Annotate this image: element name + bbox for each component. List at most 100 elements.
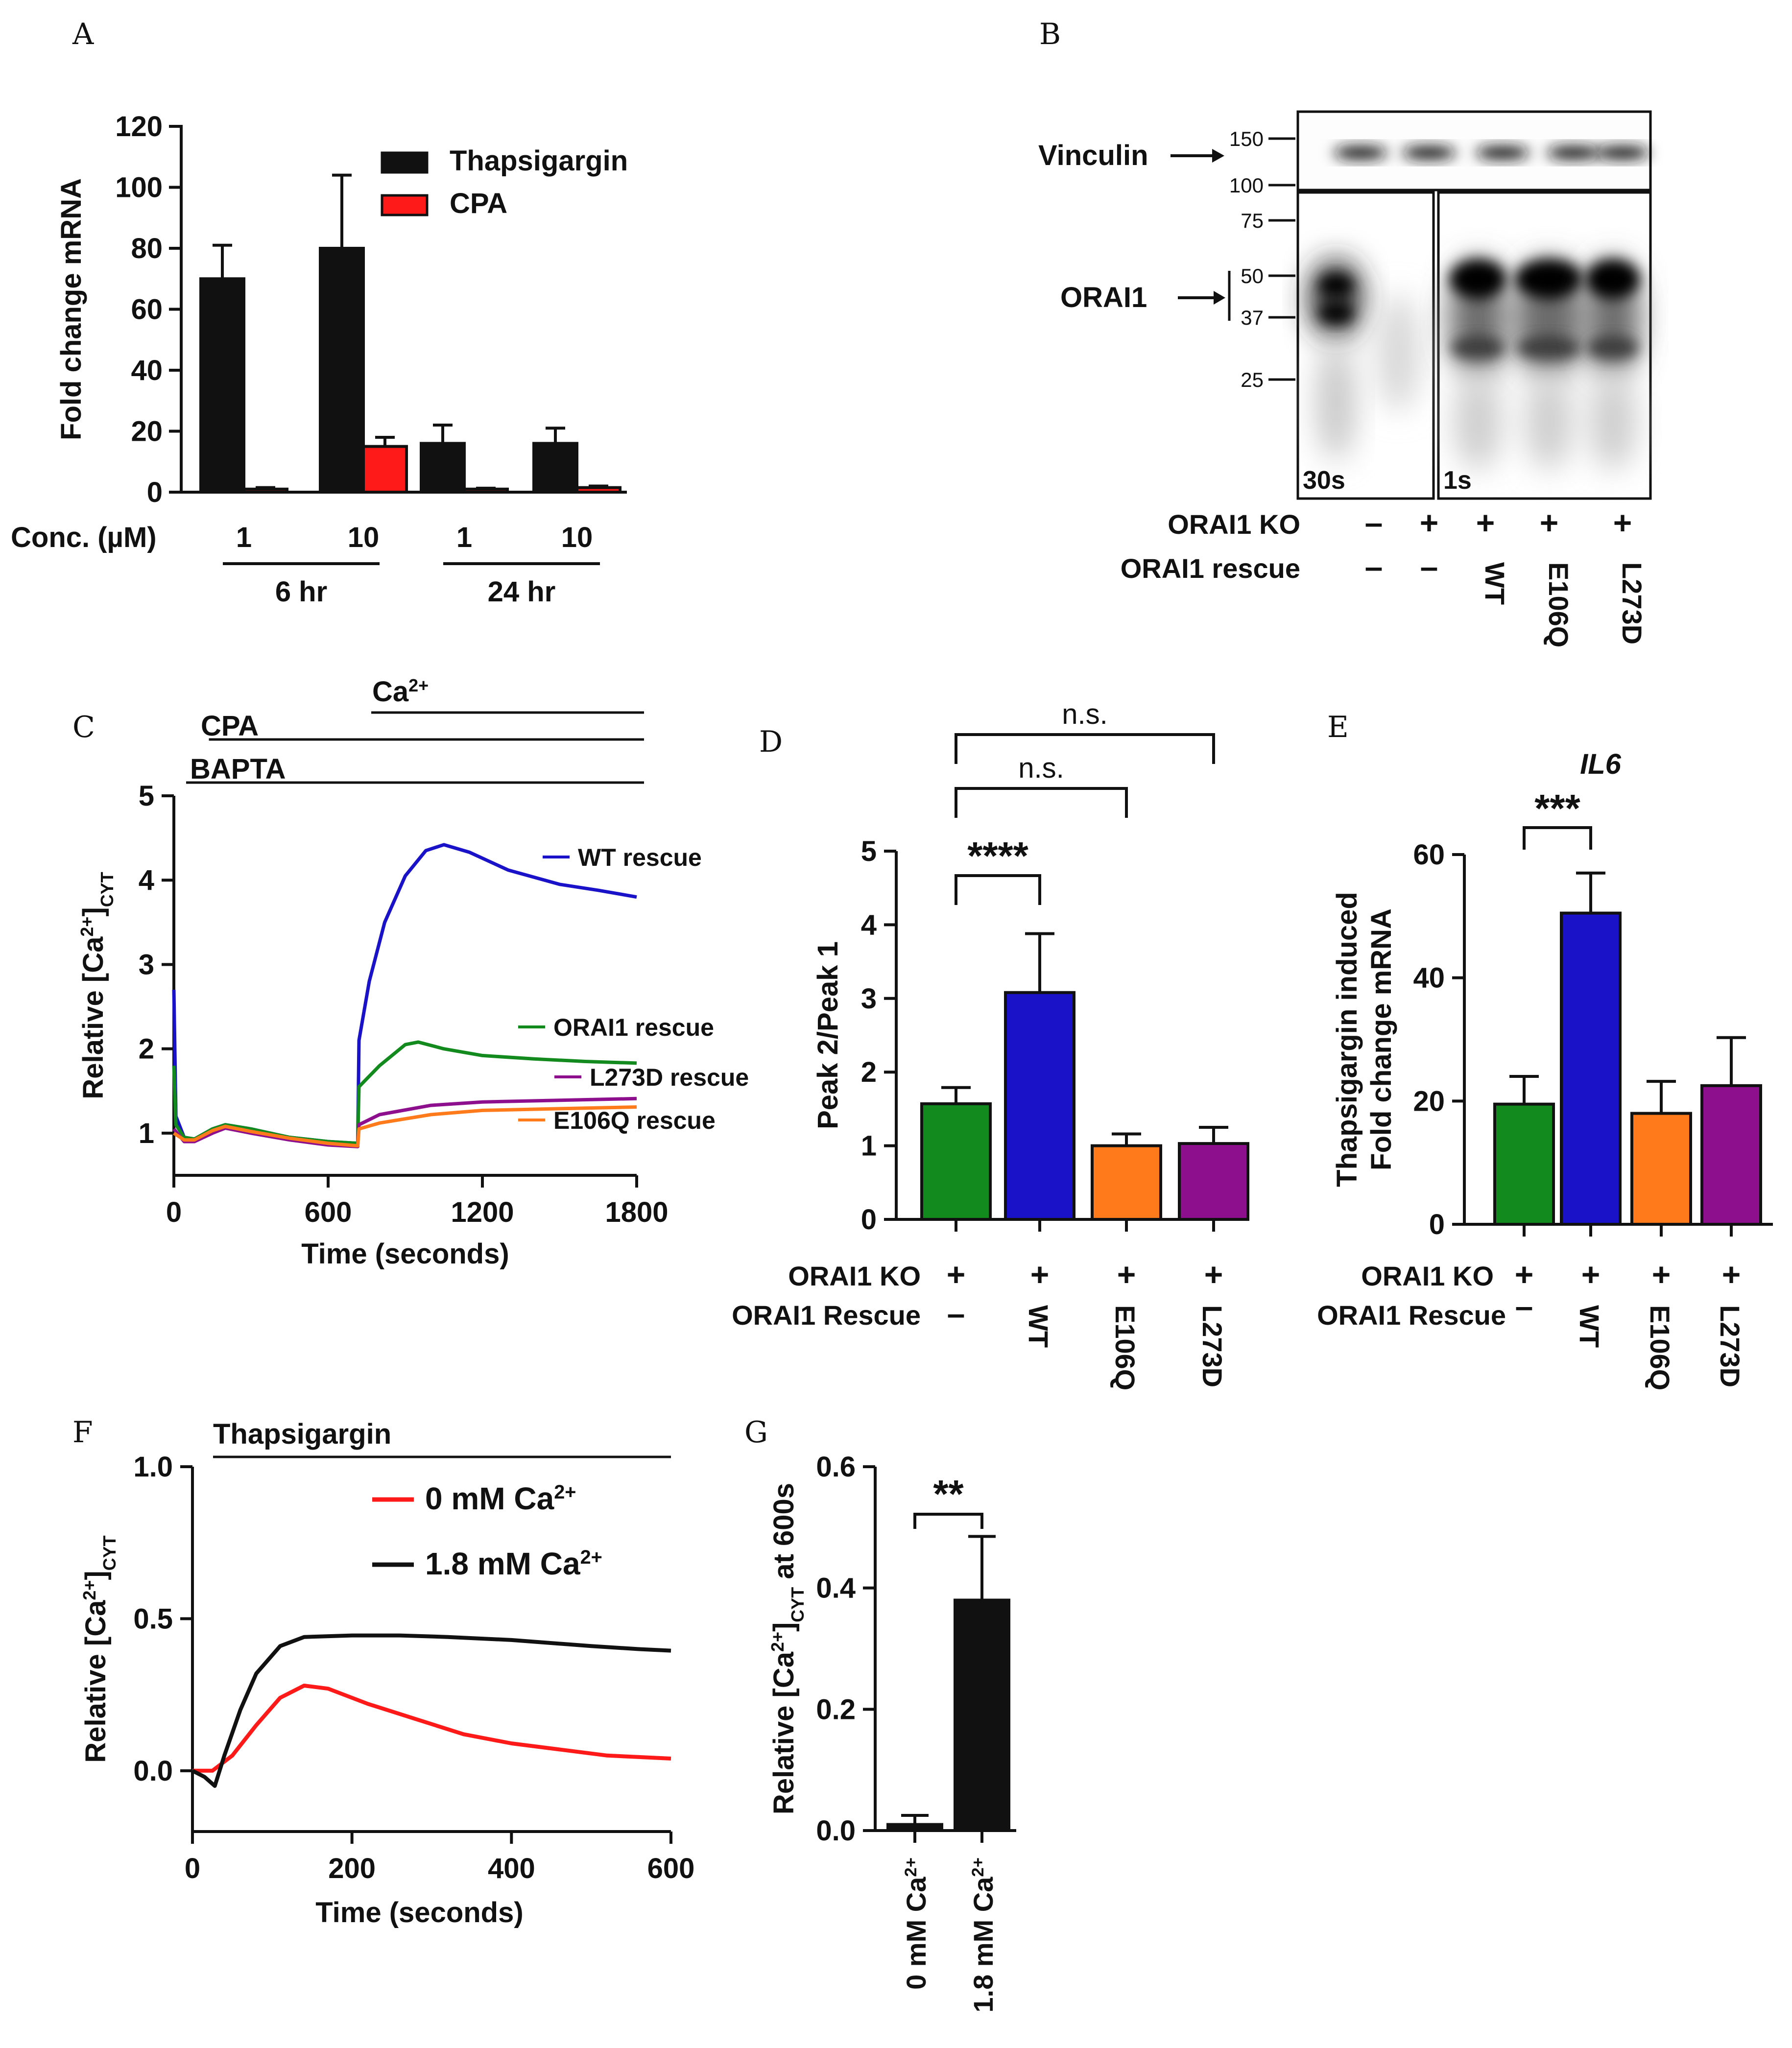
e-rescue-value-0: – xyxy=(1515,1288,1533,1324)
a-x-tick-label-3: 10 xyxy=(561,522,593,553)
a-bar-1-1 xyxy=(362,445,408,494)
a-conc-label: Conc. (µM) xyxy=(11,522,157,553)
panel-g-chart: 0.00.20.40.60 mM Ca2+1.8 mM Ca2+**Relati… xyxy=(767,1451,1016,2013)
c-treatment-label-2-part-0: Ca xyxy=(372,676,409,708)
e-row-label-rescue: ORAI1 Rescue xyxy=(1317,1300,1506,1331)
b-lane-value-0-4: + xyxy=(1613,504,1632,541)
f-x-label: Time (seconds) xyxy=(315,1897,523,1929)
f-legend-label-1: 1.8 mM Ca2+ xyxy=(425,1546,602,1581)
c-series-label-1: ORAI1 rescue xyxy=(553,1014,714,1041)
b-band-lane4-main xyxy=(1515,260,1583,299)
f-legend-label-1-part-0: 1.8 mM Ca xyxy=(425,1546,580,1581)
b-mw-label-2: 75 xyxy=(1241,209,1264,232)
d-comparison-label-0: **** xyxy=(967,834,1028,878)
g-x-tick-label-1-part-0: 1.8 mM Ca xyxy=(968,1877,999,2013)
g-bar-1 xyxy=(954,1598,1010,1833)
b-band-lane3-tail xyxy=(1454,372,1503,470)
b-band-lane4-lower xyxy=(1517,336,1581,359)
a-group-label-0: 6 hr xyxy=(275,576,327,608)
panel-letter-d: D xyxy=(759,725,783,759)
e-rescue-value-2: E106Q xyxy=(1645,1305,1675,1390)
d-comparison-bracket-0 xyxy=(955,874,1041,905)
d-y-tick-label-5: 5 xyxy=(861,835,877,867)
c-x-tick-label-1: 600 xyxy=(305,1196,352,1228)
c-treatment-label-2-part-1: 2+ xyxy=(408,675,429,695)
d-rescue-value-3: L273D xyxy=(1197,1305,1228,1387)
b-lane-value-0-1: + xyxy=(1420,504,1439,541)
b-band-lane1-tail xyxy=(1316,343,1356,460)
g-comparison-label-0: ** xyxy=(933,1472,964,1516)
e-y-tick-label-0: 0 xyxy=(1429,1209,1445,1240)
d-row-label-rescue: ORAI1 Rescue xyxy=(732,1300,921,1331)
e-ko-value-3: + xyxy=(1722,1256,1741,1292)
f-y-label-part-1: 2+ xyxy=(79,1580,99,1600)
f-x-tick-label-0: 0 xyxy=(185,1853,200,1884)
c-x-label: Time (seconds) xyxy=(301,1238,509,1270)
b-vinculin-band-0 xyxy=(1334,146,1387,160)
e-title: IL6 xyxy=(1580,748,1622,780)
b-lane-value-1-4: L273D xyxy=(1617,562,1648,644)
panel-letter-f: F xyxy=(72,1415,93,1450)
panel-f-chart: 1.0 0.5 0.0 0 200 400 600 Time (seconds) Relativ… xyxy=(79,1418,695,1929)
b-vinculin-band-3 xyxy=(1547,146,1601,160)
f-y-tick-label-1: 0.5 xyxy=(133,1603,173,1635)
b-mw-label-3: 50 xyxy=(1241,264,1264,287)
b-lane-value-1-0: – xyxy=(1365,548,1383,585)
e-ko-value-2: + xyxy=(1652,1256,1671,1292)
b-vinculin-band-1 xyxy=(1402,146,1456,160)
e-y-tick-label-3: 60 xyxy=(1413,839,1445,871)
f-series-line-1 xyxy=(191,1633,671,1788)
g-y-label-part-4: at 600s xyxy=(768,1483,800,1587)
g-comparison-bracket-0 xyxy=(913,1513,983,1529)
f-y-label-part-2: ] xyxy=(80,1571,112,1580)
f-y-tick-label-0: 1.0 xyxy=(133,1451,173,1483)
c-y-label-part-2: ] xyxy=(77,907,109,916)
c-series-label-3: E106Q rescue xyxy=(553,1107,716,1134)
a-legend-swatch-1 xyxy=(381,194,429,216)
b-band-lane5-tail xyxy=(1588,372,1637,470)
b-lane-value-1-2: WT xyxy=(1480,562,1510,605)
d-bar-1 xyxy=(1004,991,1075,1221)
d-ko-value-3: + xyxy=(1204,1256,1223,1292)
g-bar-0 xyxy=(886,1823,943,1833)
b-lane-value-0-0: – xyxy=(1365,504,1383,541)
panel-a-chart: 0 20 40 60 80 100 120 Fold change mRNA Thapsigar… xyxy=(11,111,628,608)
g-y-tick-label-1: 0.2 xyxy=(816,1693,856,1725)
e-ko-value-0: + xyxy=(1515,1256,1534,1292)
c-series-label-2: L273D rescue xyxy=(590,1064,749,1091)
c-y-tick-label-2: 3 xyxy=(139,949,154,980)
c-y-tick-label-0: 1 xyxy=(139,1118,154,1149)
b-label-vinculin: Vinculin xyxy=(1038,140,1148,171)
d-ko-value-0: + xyxy=(947,1256,966,1292)
e-y-tick-label-1: 20 xyxy=(1413,1085,1445,1117)
a-legend-swatch-0 xyxy=(381,151,429,174)
a-y-tick-label-0: 0 xyxy=(147,476,163,508)
f-y-label-part-3: CYT xyxy=(99,1535,119,1571)
c-y-label-part-0: Relative [Ca xyxy=(77,936,109,1099)
d-bar-2 xyxy=(1091,1144,1162,1221)
a-bar-0-0 xyxy=(199,277,245,494)
f-y-label-part-0: Relative [Ca xyxy=(80,1600,112,1763)
panel-letter-b: B xyxy=(1039,17,1061,51)
d-y-tick-label-4: 4 xyxy=(861,909,877,941)
c-y-tick-label-3: 4 xyxy=(139,864,154,896)
c-y-label-part-1: 2+ xyxy=(77,917,97,937)
e-rescue-value-3: L273D xyxy=(1715,1305,1745,1387)
e-bar-3 xyxy=(1700,1084,1762,1226)
e-y-label-line-1: Fold change mRNA xyxy=(1365,908,1397,1170)
e-bar-2 xyxy=(1630,1112,1692,1226)
a-group-label-1: 24 hr xyxy=(488,576,556,608)
d-comparison-bracket-2 xyxy=(955,733,1215,764)
d-rescue-value-0: – xyxy=(947,1295,965,1332)
g-y-label-part-2: ] xyxy=(768,1622,800,1632)
a-bar-1-0 xyxy=(242,487,288,494)
panel-letter-g: G xyxy=(744,1415,768,1450)
d-rescue-value-2: E106Q xyxy=(1110,1305,1141,1390)
d-y-tick-label-1: 1 xyxy=(861,1130,877,1162)
e-comparison-label-0: *** xyxy=(1534,786,1580,830)
c-treatment-label-2: Ca2+ xyxy=(372,675,429,708)
g-x-tick-label-1: 1.8 mM Ca2+ xyxy=(968,1857,999,2013)
b-row-label-1: ORAI1 rescue xyxy=(1121,553,1300,584)
f-x-tick-label-3: 600 xyxy=(647,1853,695,1884)
